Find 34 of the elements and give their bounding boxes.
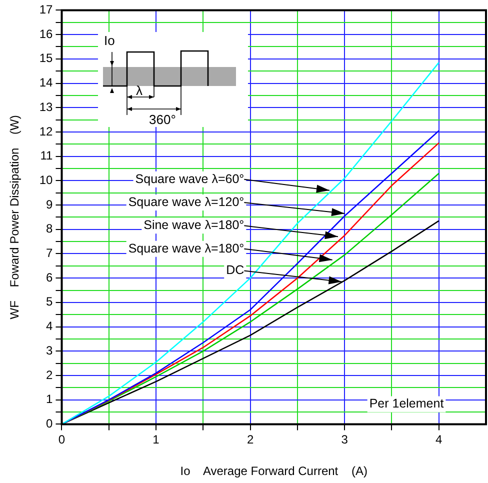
annotation: Per 1element xyxy=(369,396,444,411)
y-tick-label: 17 xyxy=(39,2,54,17)
x-tick-label: 3 xyxy=(341,432,348,447)
y-tick-label: 8 xyxy=(46,222,54,236)
y-axis-title: WF Foward Power Dissipation (W) xyxy=(8,115,22,320)
y-tick-label: 11 xyxy=(40,148,54,163)
y-tick-label: 9 xyxy=(46,197,54,212)
y-tick-label: 0 xyxy=(46,416,54,431)
y-tick-label: 12 xyxy=(39,124,54,138)
annotation: Square wave λ=60° xyxy=(135,172,244,186)
y-tick-label: 6 xyxy=(46,270,54,284)
y-tick-label: 5 xyxy=(46,294,54,309)
y-tick-label: 2 xyxy=(46,368,54,382)
y-tick-label: 1 xyxy=(46,392,54,406)
annotation: Io xyxy=(104,33,115,48)
y-tick-label: 15 xyxy=(39,51,54,66)
annotation: 360° xyxy=(149,112,176,127)
y-tick-label: 14 xyxy=(39,76,54,90)
annotation: λ xyxy=(136,83,143,98)
annotation: Sine wave λ=180° xyxy=(144,218,244,232)
y-tick-label: 10 xyxy=(39,172,54,187)
x-tick-label: 1 xyxy=(152,432,160,447)
annotation: Square wave λ=180° xyxy=(128,241,244,256)
annotation: Square wave λ=120° xyxy=(128,195,244,209)
x-tick-label: 0 xyxy=(58,432,66,447)
x-axis-title: Io Average Forward Current (A) xyxy=(180,464,368,478)
y-tick-label: 7 xyxy=(46,246,54,260)
annotation: DC xyxy=(226,263,244,278)
y-tick-label: 16 xyxy=(39,26,54,41)
x-tick-label: 4 xyxy=(436,432,443,447)
y-tick-label: 3 xyxy=(46,343,54,358)
y-tick-label: 4 xyxy=(46,319,54,334)
x-tick-label: 2 xyxy=(246,432,254,447)
y-tick-label: 13 xyxy=(39,100,54,114)
